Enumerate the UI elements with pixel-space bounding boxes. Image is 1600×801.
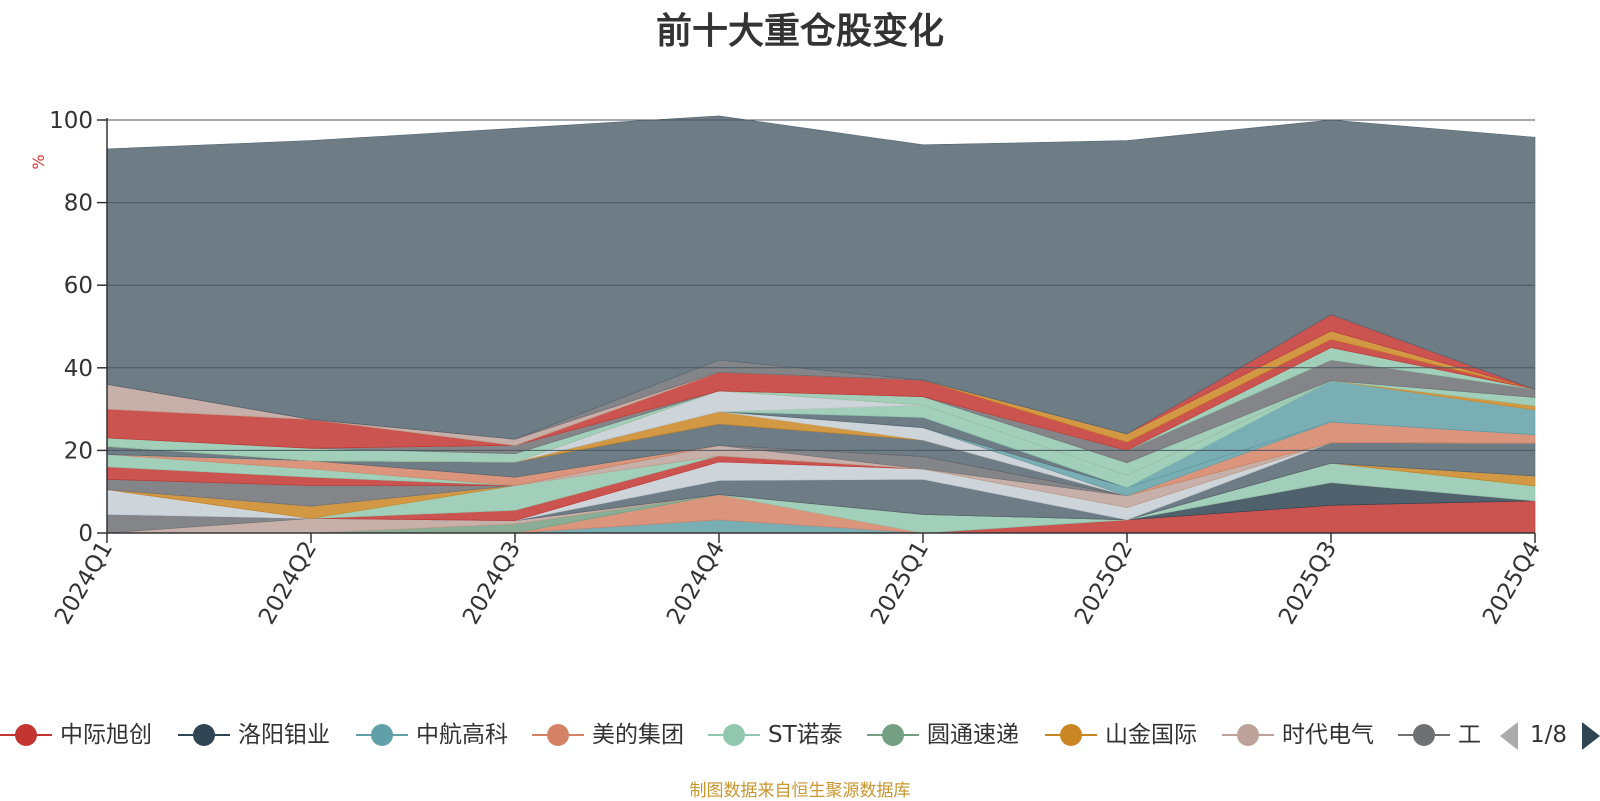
data-source-note: 制图数据来自恒生聚源数据库 — [689, 781, 911, 801]
legend-label: 中航高科 — [416, 722, 508, 748]
x-tick-label: 2025Q4 — [1478, 537, 1546, 629]
legend-page-indicator: 1/8 — [1530, 722, 1568, 748]
x-tick-label: 2024Q1 — [50, 537, 118, 629]
legend-marker-icon — [867, 724, 919, 746]
legend-marker-icon — [178, 724, 230, 746]
y-tick-label: 80 — [64, 191, 93, 217]
x-tick-label: 2025Q2 — [1070, 537, 1138, 629]
legend-marker-icon — [1045, 724, 1097, 746]
x-tick-label: 2025Q1 — [866, 537, 934, 629]
legend-label: 洛阳钼业 — [238, 722, 330, 748]
legend-label: ST诺泰 — [768, 722, 843, 748]
legend-label: 中际旭创 — [60, 722, 152, 748]
legend-label: 工 — [1458, 722, 1480, 748]
x-tick-label: 2024Q3 — [458, 537, 526, 629]
y-tick-label: 60 — [64, 273, 93, 299]
legend: 中际旭创 洛阳钼业 中航高科 美的集团 ST诺泰 圆通速递 山金国际 时代电气 工 — [0, 718, 1480, 758]
y-tick-label: 20 — [64, 438, 93, 464]
legend-prev-page-icon[interactable] — [1500, 722, 1518, 750]
y-tick-label: 40 — [64, 356, 93, 382]
y-tick-label: 0 — [78, 521, 93, 547]
chart-title: 前十大重仓股变化 — [655, 11, 944, 52]
legend-next-page-icon[interactable] — [1582, 722, 1600, 750]
legend-marker-icon — [0, 724, 52, 746]
legend-label: 美的集团 — [592, 722, 684, 748]
legend-marker-icon — [708, 724, 760, 746]
legend-marker-icon — [356, 724, 408, 746]
legend-marker-icon — [1398, 724, 1450, 746]
y-tick-label: 100 — [49, 108, 93, 134]
legend-label: 时代电气 — [1282, 722, 1374, 748]
x-tick-label: 2025Q3 — [1274, 537, 1342, 629]
x-tick-label: 2024Q4 — [662, 537, 730, 629]
legend-marker-icon — [532, 724, 584, 746]
legend-marker-icon — [1222, 724, 1274, 746]
y-axis-label: % — [29, 154, 48, 169]
legend-label: 山金国际 — [1105, 722, 1197, 748]
x-tick-label: 2024Q2 — [254, 537, 322, 629]
legend-label: 圆通速递 — [927, 722, 1019, 748]
